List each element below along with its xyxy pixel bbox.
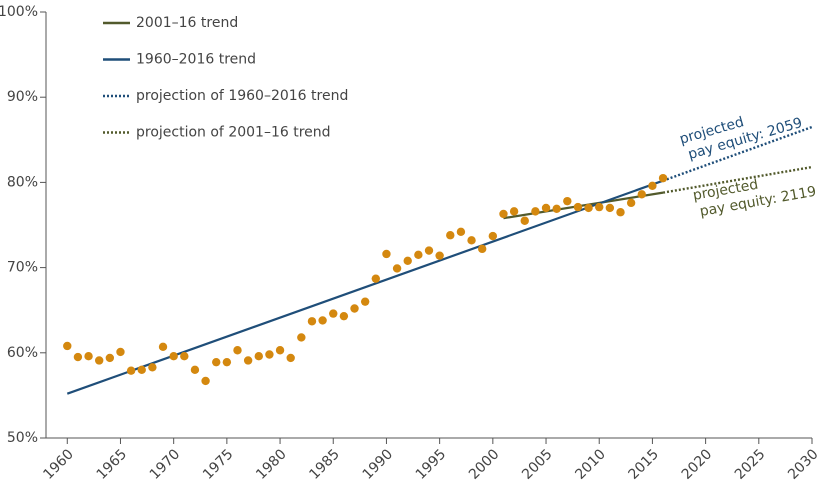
data-point	[318, 316, 327, 325]
data-point	[648, 181, 657, 191]
data-point	[520, 216, 529, 225]
trend-line	[662, 165, 813, 194]
data-point	[116, 347, 125, 357]
x-tick-label: 2010	[572, 446, 609, 483]
data-point	[233, 346, 242, 355]
x-tick-label: 1960	[40, 446, 77, 483]
data-point	[509, 207, 519, 216]
data-point	[360, 297, 370, 306]
x-tick-label: 1970	[147, 446, 184, 483]
data-point	[435, 251, 444, 260]
data-point	[595, 202, 604, 212]
data-point	[307, 317, 317, 326]
data-point	[414, 250, 423, 260]
data-point	[254, 352, 263, 361]
data-point	[552, 204, 561, 214]
data-point	[605, 203, 615, 213]
data-point	[94, 356, 104, 365]
x-tick-label: 2030	[785, 446, 822, 483]
data-point	[658, 173, 668, 183]
x-tick-label: 2005	[519, 446, 556, 483]
legend-label: projection of 1960–2016 trend	[136, 88, 348, 104]
data-point	[573, 202, 583, 212]
x-tick-label: 1995	[413, 446, 450, 483]
x-tick-label: 1965	[94, 446, 131, 483]
data-point	[446, 231, 455, 240]
data-point	[467, 236, 476, 245]
y-tick-label: 80%	[7, 174, 38, 190]
data-point	[286, 353, 295, 363]
data-point	[424, 246, 434, 255]
data-point	[637, 190, 646, 199]
data-point	[137, 365, 146, 375]
legend-label: 1960–2016 trend	[136, 52, 256, 68]
y-tick-label: 70%	[7, 260, 38, 276]
data-point	[488, 231, 498, 241]
data-point	[190, 365, 200, 375]
x-tick-label: 2020	[679, 446, 716, 483]
data-point	[148, 363, 157, 372]
data-point	[73, 352, 83, 362]
legend-label: 2001–16 trend	[136, 15, 238, 31]
data-point	[63, 341, 72, 351]
x-tick-label: 2025	[732, 446, 769, 483]
data-point	[222, 357, 232, 367]
data-point	[212, 357, 221, 367]
data-point	[84, 352, 93, 361]
data-point	[275, 346, 285, 355]
x-tick-label: 1980	[253, 446, 290, 483]
data-point	[403, 256, 412, 265]
data-point	[477, 244, 487, 254]
data-point	[371, 274, 381, 283]
data-point	[105, 353, 115, 363]
data-point	[243, 356, 253, 365]
data-point	[339, 311, 349, 321]
data-point	[626, 198, 636, 208]
data-point	[392, 264, 402, 273]
trend-line	[66, 179, 664, 395]
x-tick-label: 2015	[626, 446, 663, 483]
data-point	[541, 203, 551, 213]
y-tick-label: 50%	[7, 430, 38, 446]
data-point	[329, 309, 338, 318]
data-point	[531, 207, 540, 216]
data-point	[456, 227, 466, 237]
x-tick-label: 1990	[360, 446, 397, 483]
data-point	[382, 249, 391, 259]
x-tick-label: 2000	[466, 446, 503, 483]
y-tick-label: 90%	[7, 89, 38, 105]
y-tick-label: 60%	[7, 345, 38, 361]
data-point	[201, 376, 210, 386]
data-point	[158, 342, 168, 352]
x-tick-label: 1975	[200, 446, 237, 483]
data-point	[616, 208, 625, 217]
x-tick-label: 1985	[306, 446, 343, 483]
data-point	[584, 203, 593, 213]
data-point	[169, 352, 178, 361]
data-point	[563, 196, 572, 206]
data-point	[180, 352, 189, 361]
data-point	[126, 366, 136, 375]
data-point	[350, 304, 359, 313]
data-point	[265, 350, 274, 359]
y-tick-label: 100%	[0, 4, 38, 20]
trend-line	[503, 191, 664, 220]
data-point	[297, 333, 306, 342]
data-point	[499, 209, 508, 219]
legend-label: projection of 2001–16 trend	[136, 125, 331, 141]
